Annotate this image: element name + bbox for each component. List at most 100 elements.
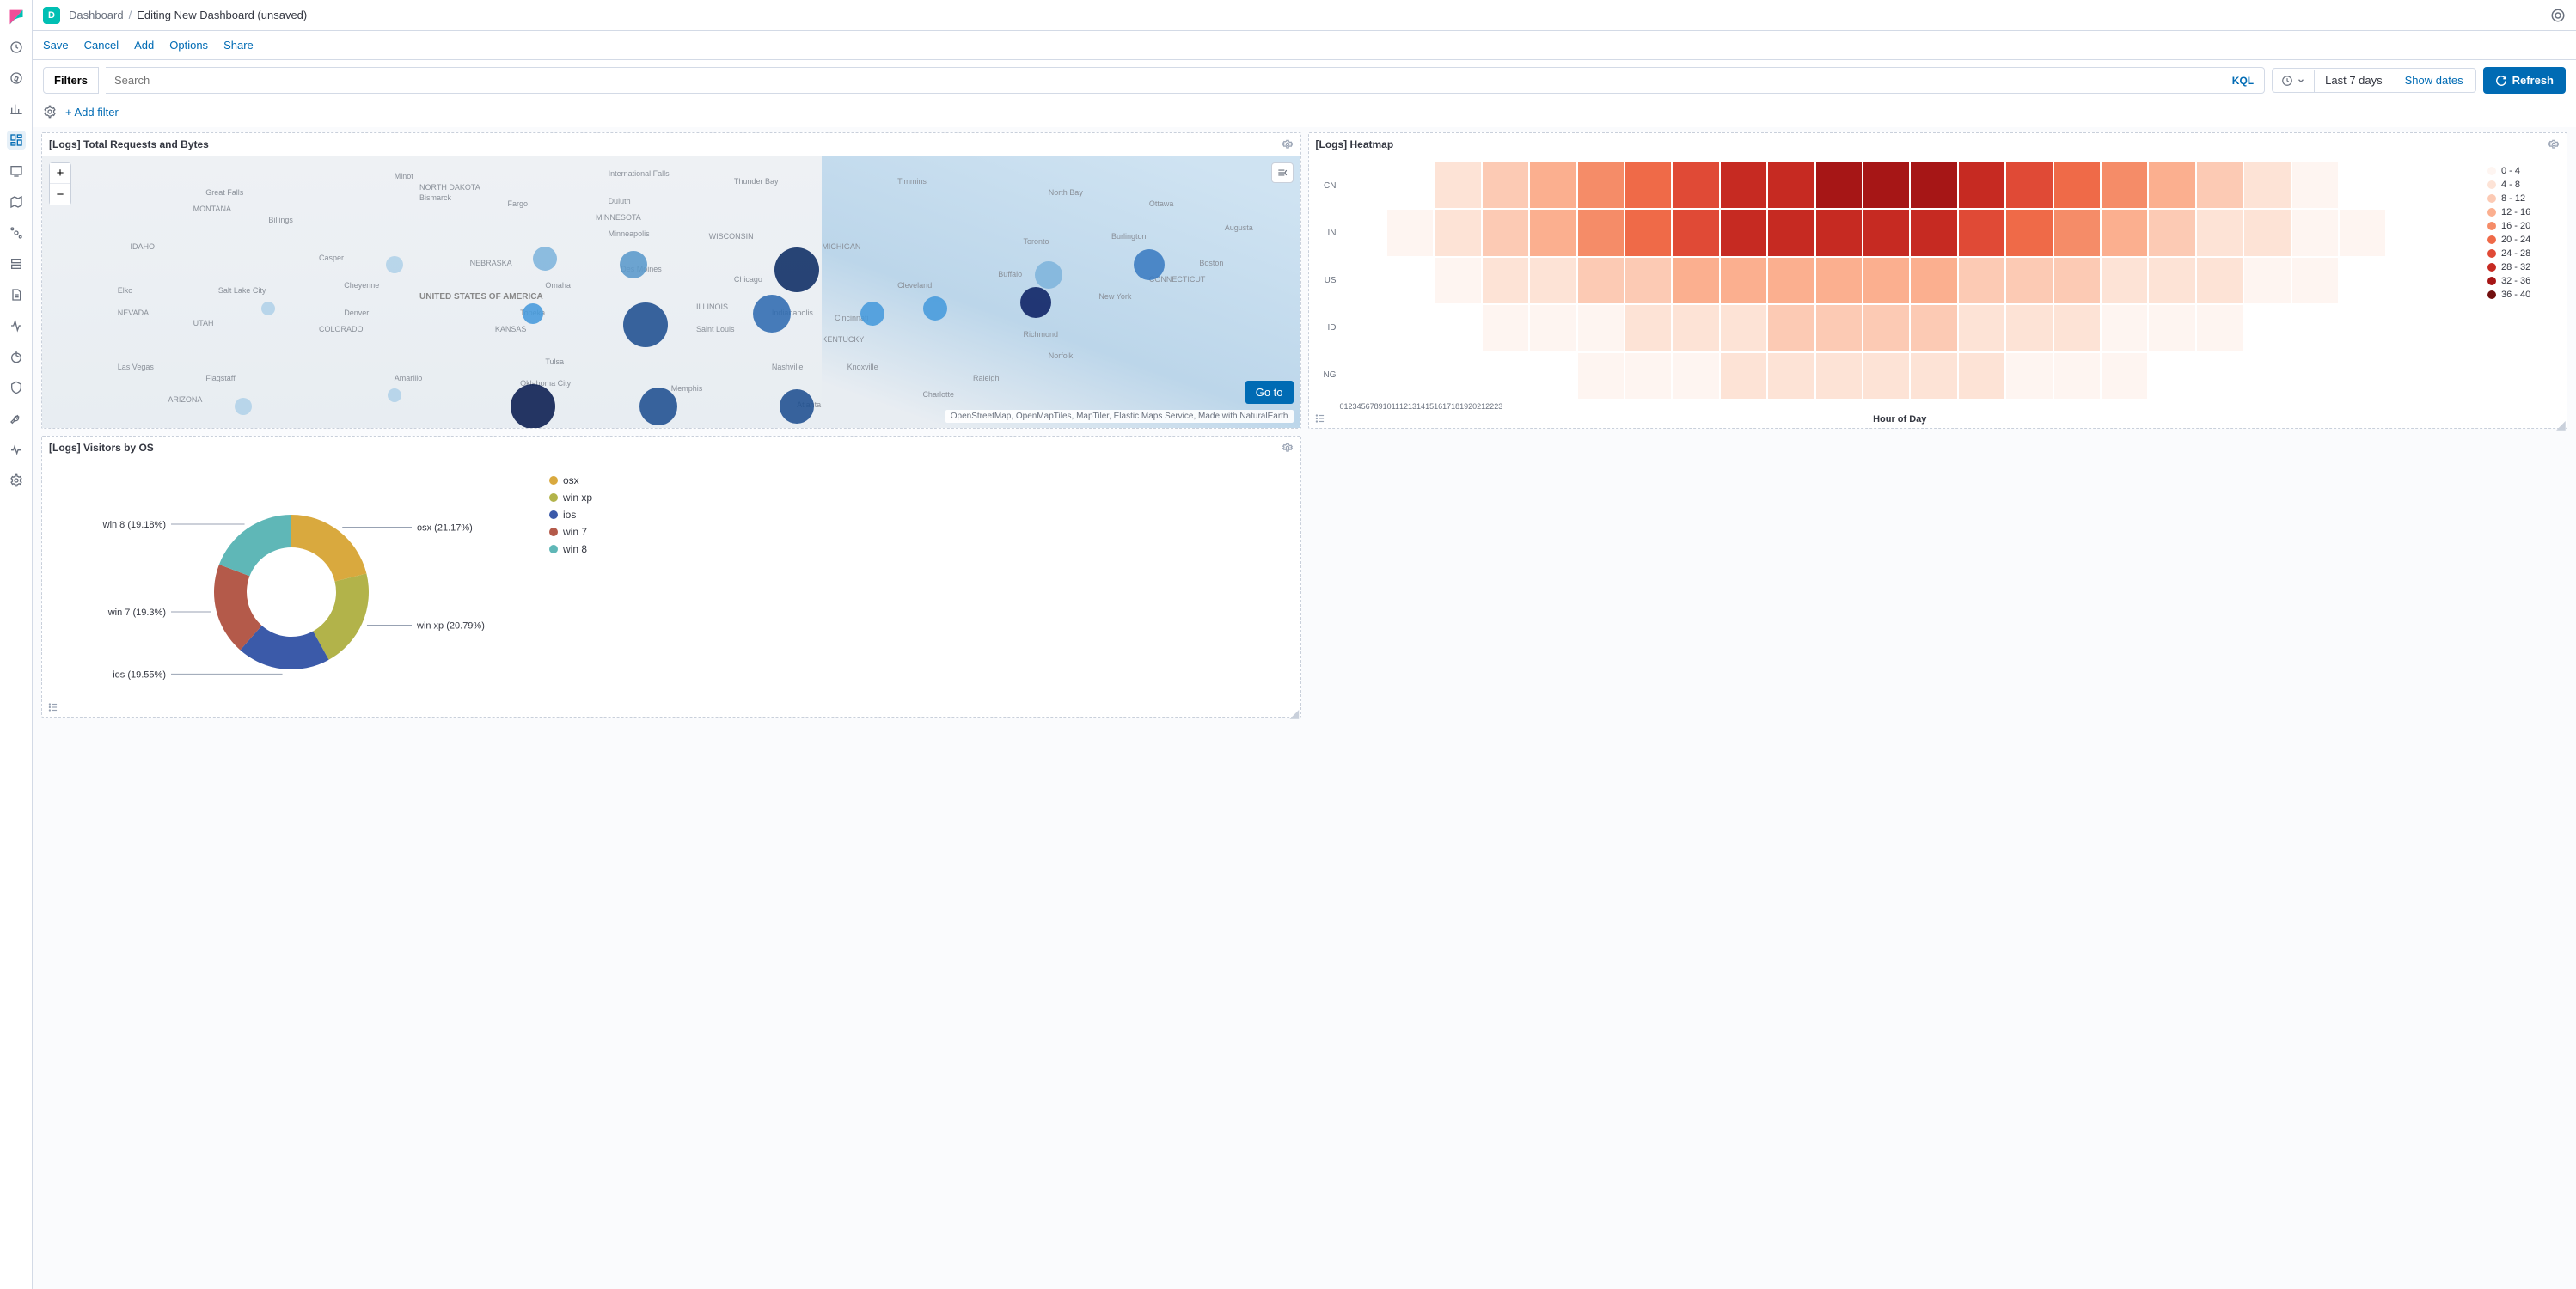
map-bubble[interactable] [780, 389, 814, 424]
heatmap-cell[interactable] [1768, 162, 1814, 208]
heatmap-cell[interactable] [1435, 162, 1480, 208]
heatmap-cell[interactable] [1578, 162, 1624, 208]
heatmap-cell[interactable] [1483, 353, 1528, 399]
heatmap-cell[interactable] [1721, 210, 1766, 255]
heatmap-cell[interactable] [1340, 305, 1386, 351]
heatmap-cell[interactable] [2292, 305, 2338, 351]
heatmap-cell[interactable] [1625, 210, 1671, 255]
heatmap-legend-item[interactable]: 0 - 4 [2487, 166, 2556, 176]
map-bubble[interactable] [1020, 287, 1051, 318]
heatmap-cell[interactable] [2244, 210, 2290, 255]
refresh-button[interactable]: Refresh [2483, 67, 2566, 94]
nav-visualize-icon[interactable] [7, 100, 26, 119]
heatmap-cell[interactable] [2149, 258, 2194, 303]
nav-infra-icon[interactable] [7, 254, 26, 273]
heatmap-cell[interactable] [1863, 162, 1909, 208]
heatmap-cell[interactable] [2340, 305, 2385, 351]
heatmap-cell[interactable] [1625, 258, 1671, 303]
heatmap-cell[interactable] [1959, 258, 2004, 303]
donut-legend-item[interactable]: osx [549, 474, 592, 486]
save-link[interactable]: Save [43, 39, 69, 52]
heatmap-cell[interactable] [1959, 305, 2004, 351]
heatmap-cell[interactable] [2149, 210, 2194, 255]
heatmap-cell[interactable] [1578, 353, 1624, 399]
heatmap-cell[interactable] [1435, 210, 1480, 255]
heatmap-cell[interactable] [2244, 162, 2290, 208]
heatmap-cell[interactable] [2054, 162, 2100, 208]
heatmap-cell[interactable] [1673, 305, 1718, 351]
heatmap-cell[interactable] [1673, 162, 1718, 208]
nav-canvas-icon[interactable] [7, 162, 26, 180]
heatmap-legend-toggle-icon[interactable] [1314, 412, 1326, 425]
heatmap-legend-item[interactable]: 16 - 20 [2487, 221, 2556, 231]
heatmap-legend-item[interactable]: 8 - 12 [2487, 193, 2556, 204]
heatmap-cell[interactable] [2197, 258, 2243, 303]
add-link[interactable]: Add [134, 39, 154, 52]
heatmap-cell[interactable] [1673, 258, 1718, 303]
map-bubble[interactable] [620, 251, 647, 278]
heatmap-cell[interactable] [2149, 162, 2194, 208]
nav-logs-icon[interactable] [7, 285, 26, 304]
heatmap-cell[interactable] [1387, 162, 1433, 208]
heatmap-cell[interactable] [1625, 305, 1671, 351]
heatmap-cell[interactable] [1911, 258, 1956, 303]
donut-legend-item[interactable]: ios [549, 509, 592, 521]
heatmap-cell[interactable] [1483, 305, 1528, 351]
space-badge[interactable]: D [43, 7, 60, 24]
heatmap-cell[interactable] [1721, 305, 1766, 351]
heatmap-legend-item[interactable]: 12 - 16 [2487, 207, 2556, 217]
heatmap-cell[interactable] [1435, 258, 1480, 303]
heatmap-cell[interactable] [2435, 258, 2481, 303]
heatmap-cell[interactable] [2102, 162, 2147, 208]
heatmap-cell[interactable] [1863, 210, 1909, 255]
heatmap-cell[interactable] [1387, 305, 1433, 351]
heatmap-cell[interactable] [2102, 258, 2147, 303]
map-bubble[interactable] [753, 295, 791, 333]
nav-uptime-icon[interactable] [7, 347, 26, 366]
heatmap-cell[interactable] [1340, 162, 1386, 208]
resize-handle-icon[interactable]: ◢ [2556, 418, 2565, 426]
heatmap-cell[interactable] [1721, 162, 1766, 208]
nav-management-icon[interactable] [7, 471, 26, 490]
map-bubble[interactable] [533, 247, 557, 271]
heatmap-cell[interactable] [2435, 162, 2481, 208]
heatmap-cell[interactable] [1959, 162, 2004, 208]
heatmap-cell[interactable] [2197, 353, 2243, 399]
heatmap-cell[interactable] [2102, 353, 2147, 399]
heatmap-cell[interactable] [1530, 162, 1576, 208]
heatmap-legend-item[interactable]: 20 - 24 [2487, 235, 2556, 245]
map-bubble[interactable] [386, 256, 403, 273]
heatmap-legend-item[interactable]: 24 - 28 [2487, 248, 2556, 259]
heatmap-cell[interactable] [2149, 305, 2194, 351]
heatmap-cell[interactable] [1578, 305, 1624, 351]
donut-legend-item[interactable]: win xp [549, 492, 592, 504]
help-icon[interactable] [2550, 8, 2566, 23]
heatmap-cell[interactable] [1911, 162, 1956, 208]
filters-button[interactable]: Filters [43, 67, 99, 94]
heatmap-cell[interactable] [2292, 162, 2338, 208]
heatmap-cell[interactable] [1721, 258, 1766, 303]
heatmap-cell[interactable] [1340, 353, 1386, 399]
date-range-text[interactable]: Last 7 days [2315, 69, 2393, 92]
heatmap-cell[interactable] [1530, 210, 1576, 255]
nav-monitoring-icon[interactable] [7, 440, 26, 459]
map-bubble[interactable] [923, 296, 947, 321]
donut-legend-item[interactable]: win 7 [549, 526, 592, 538]
heatmap-legend-item[interactable]: 32 - 36 [2487, 276, 2556, 286]
filter-settings-icon[interactable] [43, 105, 57, 119]
map-bubble[interactable] [1134, 249, 1165, 280]
heatmap-cell[interactable] [2006, 210, 2052, 255]
heatmap-cell[interactable] [2387, 258, 2432, 303]
add-filter-link[interactable]: + Add filter [65, 106, 119, 119]
map-bubble[interactable] [388, 388, 401, 402]
nav-maps-icon[interactable] [7, 192, 26, 211]
heatmap-cell[interactable] [1578, 210, 1624, 255]
heatmap-cell[interactable] [2244, 305, 2290, 351]
panel-map-gear-icon[interactable] [1282, 138, 1294, 150]
heatmap-cell[interactable] [1625, 162, 1671, 208]
heatmap-cell[interactable] [2006, 305, 2052, 351]
heatmap-cell[interactable] [1816, 210, 1862, 255]
map-bubble[interactable] [511, 384, 555, 428]
zoom-in-button[interactable]: + [50, 163, 70, 184]
breadcrumb-root[interactable]: Dashboard [69, 9, 124, 21]
